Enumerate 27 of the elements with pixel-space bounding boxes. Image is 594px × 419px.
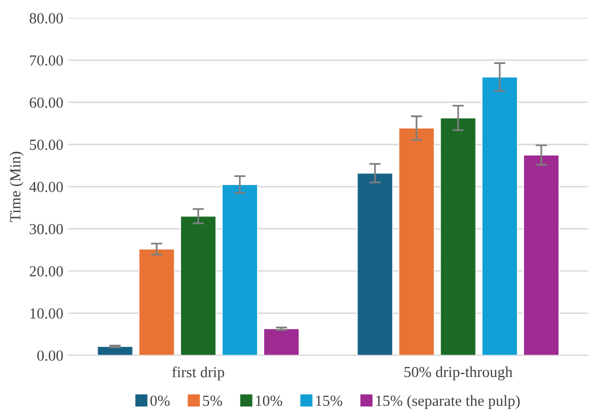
legend-label: 15% (separate the pulp) bbox=[376, 395, 520, 410]
y-tick-label: 60.00 bbox=[30, 97, 63, 108]
bar bbox=[138, 248, 175, 356]
y-tick-label: 30.00 bbox=[30, 224, 63, 234]
bar bbox=[180, 216, 216, 356]
bar bbox=[96, 346, 134, 356]
bar bbox=[398, 128, 435, 356]
legend-label: 0% bbox=[150, 396, 170, 406]
legend-label: 5% bbox=[203, 396, 222, 406]
legend-label: 10% bbox=[256, 396, 282, 406]
bar bbox=[523, 154, 560, 356]
y-tick-label: 40.00 bbox=[29, 182, 63, 192]
bar bbox=[263, 328, 300, 356]
y-axis-title: Time (Min) bbox=[10, 152, 24, 222]
y-tick-label: 20.00 bbox=[30, 266, 63, 277]
y-tick-label: 50.00 bbox=[30, 140, 63, 150]
y-tick-label: 70.00 bbox=[30, 55, 63, 66]
y-tick-label: 10.00 bbox=[30, 308, 63, 319]
x-tick-label: 50% drip-through bbox=[404, 366, 512, 380]
bar bbox=[356, 172, 394, 356]
y-tick-label: 80.00 bbox=[30, 13, 63, 24]
bar bbox=[440, 118, 476, 356]
y-tick-label: 0.00 bbox=[37, 350, 63, 361]
legend-label: 15% bbox=[316, 396, 342, 406]
x-tick-label: first drip bbox=[172, 366, 224, 380]
bar bbox=[482, 76, 518, 356]
bar bbox=[222, 184, 258, 356]
